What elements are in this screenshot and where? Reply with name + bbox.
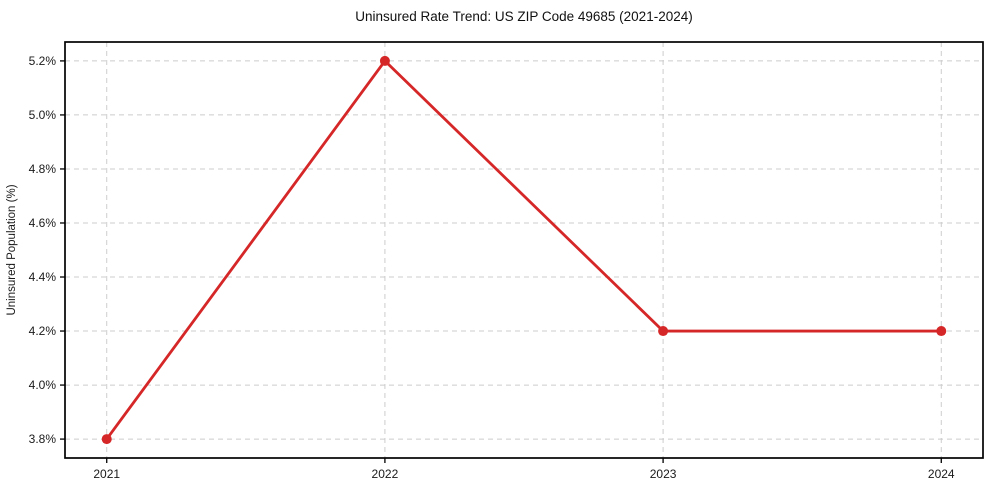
data-point-2024 — [936, 326, 947, 337]
y-axis-label: Uninsured Population (%) — [6, 184, 18, 315]
y-tick-label: 3.8% — [29, 432, 57, 446]
x-tick-label: 2024 — [928, 467, 955, 481]
y-tick-label: 4.6% — [29, 216, 57, 230]
data-point-2022 — [379, 55, 390, 66]
y-tick-label: 5.2% — [29, 54, 57, 68]
trend-line — [105, 59, 943, 441]
y-tick-label: 4.0% — [29, 378, 57, 392]
x-tick-label: 2022 — [372, 467, 399, 481]
y-tick-label: 5.0% — [29, 108, 57, 122]
x-tick-label: 2023 — [650, 467, 677, 481]
x-tick-label: 2021 — [93, 467, 120, 481]
y-tick-label: 4.2% — [29, 324, 57, 338]
plot-frame — [64, 41, 984, 459]
y-tick-label: 4.4% — [29, 270, 57, 284]
data-point-2021 — [101, 434, 112, 445]
y-tick-label: 4.8% — [29, 162, 57, 176]
data-point-2023 — [658, 326, 669, 337]
chart-title: Uninsured Rate Trend: US ZIP Code 49685 … — [355, 9, 693, 24]
